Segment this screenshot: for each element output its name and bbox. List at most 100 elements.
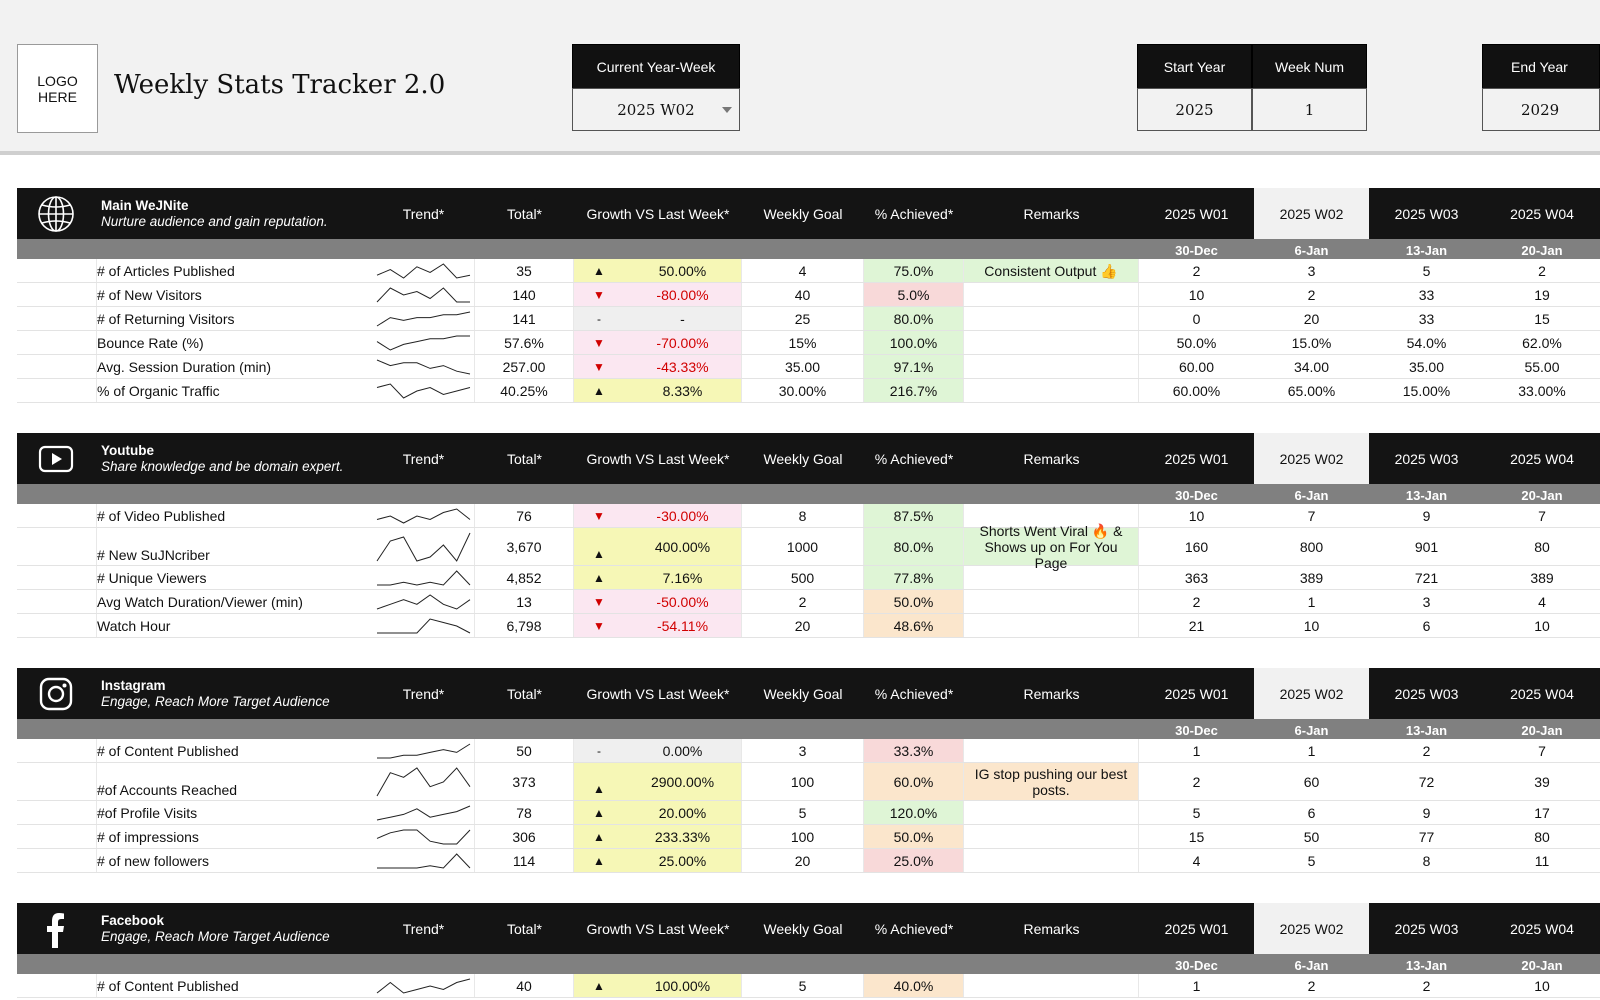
total-cell[interactable]: 35 bbox=[475, 259, 574, 282]
week-value-cell[interactable]: 80 bbox=[1534, 828, 1550, 845]
metric-name[interactable]: #of Accounts Reached bbox=[97, 763, 372, 800]
total-cell[interactable]: 4,852 bbox=[475, 566, 574, 589]
total-cell[interactable]: 13 bbox=[475, 590, 574, 613]
column-header-achieved[interactable]: % Achieved* bbox=[874, 205, 954, 222]
growth-cell[interactable]: 25.00% bbox=[624, 849, 742, 872]
remarks-cell[interactable] bbox=[964, 590, 1139, 613]
week-value-cell[interactable]: 7 bbox=[1307, 507, 1316, 524]
row-lead-cell[interactable] bbox=[17, 331, 97, 354]
growth-cell[interactable]: -70.00% bbox=[624, 331, 742, 354]
growth-arrow-icon[interactable]: ▲ bbox=[574, 528, 624, 565]
week-value-cell[interactable]: 34.00 bbox=[1293, 358, 1330, 375]
remarks-cell[interactable] bbox=[964, 614, 1139, 637]
column-header-remarks[interactable]: Remarks bbox=[1023, 450, 1080, 467]
weekly-goal-cell[interactable]: 25 bbox=[742, 307, 864, 330]
achieved-cell[interactable]: 25.0% bbox=[864, 849, 964, 872]
week-column-header[interactable]: 2025 W04 bbox=[1510, 920, 1574, 937]
row-lead-cell[interactable] bbox=[17, 614, 97, 637]
achieved-cell[interactable]: 97.1% bbox=[864, 355, 964, 378]
column-header-achieved[interactable]: % Achieved* bbox=[874, 450, 954, 467]
growth-arrow-icon[interactable]: ▲ bbox=[574, 849, 624, 872]
week-column-header[interactable]: 2025 W03 bbox=[1394, 920, 1459, 937]
remarks-cell[interactable] bbox=[964, 739, 1139, 762]
week-value-cell[interactable]: 5 bbox=[1192, 804, 1201, 821]
row-lead-cell[interactable] bbox=[17, 566, 97, 589]
achieved-cell[interactable]: 87.5% bbox=[864, 504, 964, 527]
row-lead-cell[interactable] bbox=[17, 849, 97, 872]
achieved-cell[interactable]: 75.0% bbox=[864, 259, 964, 282]
column-header-trend[interactable]: Trend* bbox=[402, 920, 445, 937]
week-value-cell[interactable]: 5 bbox=[1422, 262, 1431, 279]
growth-arrow-icon[interactable]: ▼ bbox=[574, 283, 624, 306]
metric-name[interactable]: # of impressions bbox=[97, 825, 372, 848]
total-cell[interactable]: 141 bbox=[475, 307, 574, 330]
week-value-cell[interactable]: 8 bbox=[1422, 852, 1431, 869]
week-column-header[interactable]: 2025 W03 bbox=[1394, 205, 1459, 222]
metric-name[interactable]: Avg Watch Duration/Viewer (min) bbox=[97, 590, 372, 613]
column-header-growth[interactable]: Growth VS Last Week* bbox=[586, 205, 730, 222]
remarks-cell[interactable] bbox=[964, 849, 1139, 872]
trend-sparkline[interactable] bbox=[372, 283, 475, 306]
total-cell[interactable]: 140 bbox=[475, 283, 574, 306]
column-header-remarks[interactable]: Remarks bbox=[1023, 685, 1080, 702]
achieved-cell[interactable]: 80.0% bbox=[864, 528, 964, 565]
week-value-cell[interactable]: 389 bbox=[1299, 569, 1324, 586]
week-column-header[interactable]: 2025 W02 bbox=[1254, 188, 1369, 239]
trend-sparkline[interactable] bbox=[372, 504, 475, 527]
week-value-cell[interactable]: 9 bbox=[1422, 507, 1431, 524]
weekly-goal-cell[interactable]: 1000 bbox=[742, 528, 864, 565]
weekly-goal-cell[interactable]: 100 bbox=[742, 763, 864, 800]
growth-cell[interactable]: 0.00% bbox=[624, 739, 742, 762]
column-header-trend[interactable]: Trend* bbox=[402, 205, 445, 222]
week-value-cell[interactable]: 10 bbox=[1188, 286, 1205, 303]
growth-cell[interactable]: -50.00% bbox=[624, 590, 742, 613]
week-column-header[interactable]: 2025 W04 bbox=[1510, 450, 1574, 467]
start-year-field[interactable]: 2025 bbox=[1137, 88, 1252, 131]
week-column-header[interactable]: 2025 W01 bbox=[1164, 685, 1229, 702]
growth-arrow-icon[interactable]: ▲ bbox=[574, 259, 624, 282]
weekly-goal-cell[interactable]: 5 bbox=[742, 801, 864, 824]
weekly-goal-cell[interactable]: 5 bbox=[742, 974, 864, 997]
growth-arrow-icon[interactable]: ▼ bbox=[574, 331, 624, 354]
achieved-cell[interactable]: 40.0% bbox=[864, 974, 964, 997]
remarks-cell[interactable] bbox=[964, 355, 1139, 378]
column-header-achieved[interactable]: % Achieved* bbox=[874, 685, 954, 702]
week-column-header[interactable]: 2025 W02 bbox=[1254, 433, 1369, 484]
week-value-cell[interactable]: 1 bbox=[1307, 742, 1316, 759]
metric-name[interactable]: #of Profile Visits bbox=[97, 801, 372, 824]
trend-sparkline[interactable] bbox=[372, 801, 475, 824]
week-value-cell[interactable]: 62.0% bbox=[1522, 334, 1562, 351]
weekly-goal-cell[interactable]: 4 bbox=[742, 259, 864, 282]
week-value-cell[interactable]: 35.00 bbox=[1408, 358, 1445, 375]
row-lead-cell[interactable] bbox=[17, 974, 97, 997]
week-value-cell[interactable]: 60.00 bbox=[1178, 358, 1215, 375]
week-value-cell[interactable]: 721 bbox=[1414, 569, 1439, 586]
weekly-goal-cell[interactable]: 30.00% bbox=[742, 379, 864, 402]
total-cell[interactable]: 306 bbox=[475, 825, 574, 848]
column-header-remarks[interactable]: Remarks bbox=[1023, 205, 1080, 222]
metric-name[interactable]: Watch Hour bbox=[97, 614, 372, 637]
remarks-cell[interactable] bbox=[964, 504, 1139, 527]
total-cell[interactable]: 373 bbox=[475, 763, 574, 800]
remarks-cell[interactable]: Consistent Output 👍 bbox=[964, 259, 1139, 282]
achieved-cell[interactable]: 120.0% bbox=[864, 801, 964, 824]
achieved-cell[interactable]: 100.0% bbox=[864, 331, 964, 354]
weekly-goal-cell[interactable]: 20 bbox=[742, 849, 864, 872]
week-value-cell[interactable]: 2 bbox=[1192, 773, 1201, 790]
metric-name[interactable]: # of Video Published bbox=[97, 504, 372, 527]
row-lead-cell[interactable] bbox=[17, 590, 97, 613]
week-value-cell[interactable]: 9 bbox=[1422, 804, 1431, 821]
week-value-cell[interactable]: 4 bbox=[1192, 852, 1201, 869]
week-value-cell[interactable]: 10 bbox=[1534, 617, 1550, 634]
week-value-cell[interactable]: 15.00% bbox=[1402, 382, 1451, 399]
growth-cell[interactable]: 2900.00% bbox=[624, 763, 742, 800]
trend-sparkline[interactable] bbox=[372, 379, 475, 402]
weekly-goal-cell[interactable]: 500 bbox=[742, 566, 864, 589]
week-num-field[interactable]: 1 bbox=[1252, 88, 1367, 131]
week-value-cell[interactable]: 55.00 bbox=[1524, 358, 1560, 375]
trend-sparkline[interactable] bbox=[372, 331, 475, 354]
metric-name[interactable]: # of Content Published bbox=[97, 739, 372, 762]
remarks-cell[interactable] bbox=[964, 331, 1139, 354]
week-value-cell[interactable]: 2 bbox=[1422, 742, 1431, 759]
week-value-cell[interactable]: 39 bbox=[1534, 773, 1550, 790]
